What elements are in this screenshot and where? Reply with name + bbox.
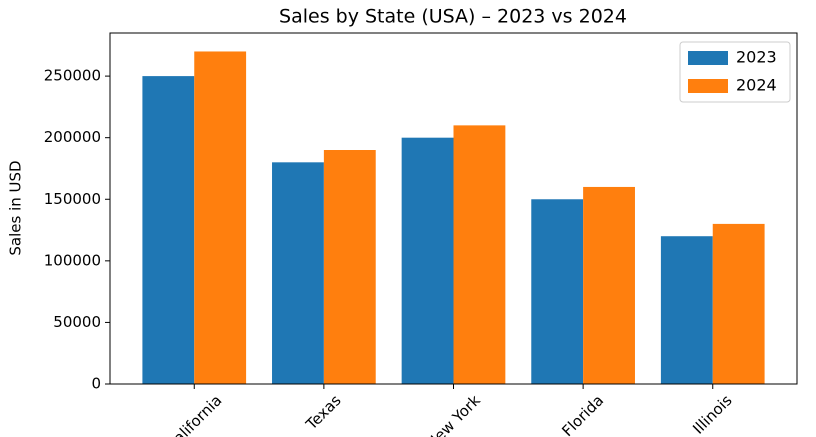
x-tick-group: California: [162, 391, 225, 437]
bar: [712, 223, 765, 384]
legend-swatch: [688, 79, 728, 93]
plot-frame: [109, 32, 798, 385]
y-tick-label: 0: [91, 375, 101, 393]
x-tick-label: Florida: [558, 391, 607, 437]
bar: [531, 199, 584, 384]
legend-label: 2024: [736, 76, 777, 95]
y-tick-label: 150000: [44, 190, 101, 208]
chart-title: Sales by State (USA) – 2023 vs 2024: [279, 6, 627, 28]
x-tick-label: New York: [422, 391, 484, 437]
x-tick-group: Illinois: [689, 391, 736, 437]
bar: [583, 186, 635, 384]
x-tick-label: Illinois: [689, 391, 736, 437]
x-tick-label: California: [162, 391, 225, 437]
bar: [323, 150, 376, 384]
bar: [453, 125, 506, 385]
x-tick-group: Florida: [558, 391, 607, 437]
legend-swatch: [688, 51, 728, 65]
y-tick-label: 250000: [44, 67, 101, 85]
x-tick-group: New York: [422, 391, 484, 437]
y-tick-label: 200000: [44, 128, 101, 146]
bar: [142, 76, 195, 385]
y-tick-label: 100000: [44, 251, 101, 269]
x-tick-group: Texas: [302, 391, 345, 434]
legend-label: 2023: [736, 48, 777, 67]
bar: [194, 51, 247, 384]
bar: [272, 162, 324, 384]
bar: [401, 137, 454, 384]
bar: [660, 236, 713, 384]
y-tick-label: 50000: [53, 313, 101, 331]
y-axis-label: Sales in USD: [7, 160, 25, 255]
x-tick-label: Texas: [302, 391, 345, 434]
